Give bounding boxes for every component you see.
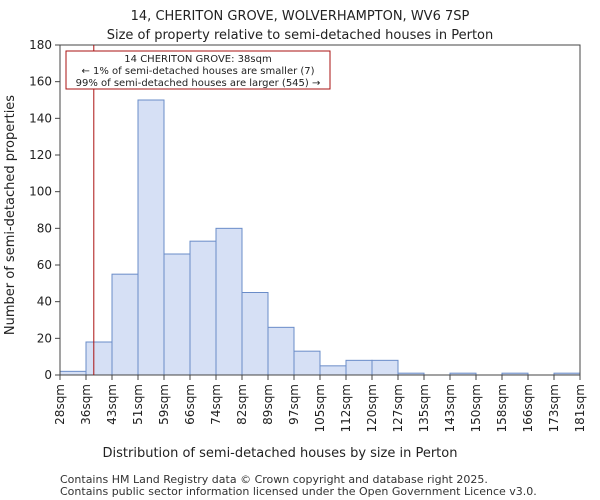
x-tick-label: 51sqm — [131, 384, 145, 425]
x-tick-label: 36sqm — [79, 384, 93, 425]
annotation-line-1: 14 CHERITON GROVE: 38sqm — [124, 54, 271, 65]
bar — [267, 326, 295, 376]
bar — [319, 365, 347, 376]
bar — [215, 227, 243, 376]
bar — [137, 99, 165, 376]
y-tick-label: 140 — [29, 111, 52, 125]
x-tick-label: 82sqm — [235, 384, 249, 425]
x-tick-label: 166sqm — [521, 384, 535, 432]
x-tick-label: 181sqm — [573, 384, 587, 432]
bar — [241, 292, 269, 376]
x-tick-label: 89sqm — [261, 384, 275, 425]
y-axis-label: Number of semi-detached properties — [3, 95, 18, 335]
x-tick-label: 43sqm — [105, 384, 119, 425]
bar — [85, 341, 113, 376]
bars-group — [59, 99, 581, 376]
annotation-line-3: 99% of semi-detached houses are larger (… — [76, 78, 321, 89]
x-tick-label: 97sqm — [287, 384, 301, 425]
x-tick-label: 143sqm — [443, 384, 457, 432]
bar — [189, 240, 217, 376]
y-tick-label: 0 — [44, 368, 52, 382]
bar — [59, 370, 87, 376]
annotation-line-2: ← 1% of semi-detached houses are smaller… — [81, 66, 314, 77]
x-tick-label: 158sqm — [495, 384, 509, 432]
x-tick-label: 59sqm — [157, 384, 171, 425]
chart-subtitle: Size of property relative to semi-detach… — [107, 28, 494, 43]
bar — [345, 359, 373, 376]
x-tick-label: 127sqm — [391, 384, 405, 432]
y-tick-label: 60 — [37, 258, 52, 272]
bar — [293, 350, 321, 376]
x-tick-label: 112sqm — [339, 384, 353, 432]
annotation-frame — [65, 50, 331, 90]
x-tick-label: 28sqm — [53, 384, 67, 425]
x-tick-label: 173sqm — [547, 384, 561, 432]
annotation-box: 14 CHERITON GROVE: 38sqm ← 1% of semi-de… — [65, 50, 331, 90]
x-tick-label: 135sqm — [417, 384, 431, 432]
y-tick-label: 40 — [37, 295, 52, 309]
chart-title: 14, CHERITON GROVE, WOLVERHAMPTON, WV6 7… — [131, 9, 470, 24]
y-axis: 0 20 40 60 80 100 120 140 160 180 — [29, 38, 60, 382]
x-axis-label: Distribution of semi-detached houses by … — [103, 446, 458, 461]
bar — [111, 273, 139, 376]
x-tick-label: 74sqm — [209, 384, 223, 425]
x-tick-label: 66sqm — [183, 384, 197, 425]
bar — [371, 359, 399, 376]
y-tick-label: 120 — [29, 148, 52, 162]
y-tick-label: 80 — [37, 221, 52, 235]
y-tick-label: 20 — [37, 331, 52, 345]
footer-line-1: Contains HM Land Registry data © Crown c… — [60, 473, 488, 486]
x-tick-label: 120sqm — [365, 384, 379, 432]
x-tick-label: 105sqm — [313, 384, 327, 432]
y-tick-label: 100 — [29, 185, 52, 199]
plot-frame — [59, 44, 581, 376]
x-axis: 28sqm 36sqm 43sqm 51sqm 59sqm 66sqm 74sqm 82sqm… — [53, 375, 587, 432]
bar — [163, 253, 191, 376]
footer-line-2: Contains public sector information licen… — [60, 485, 537, 498]
x-tick-label: 150sqm — [469, 384, 483, 432]
y-tick-label: 160 — [29, 75, 52, 89]
y-tick-label: 180 — [29, 38, 52, 52]
